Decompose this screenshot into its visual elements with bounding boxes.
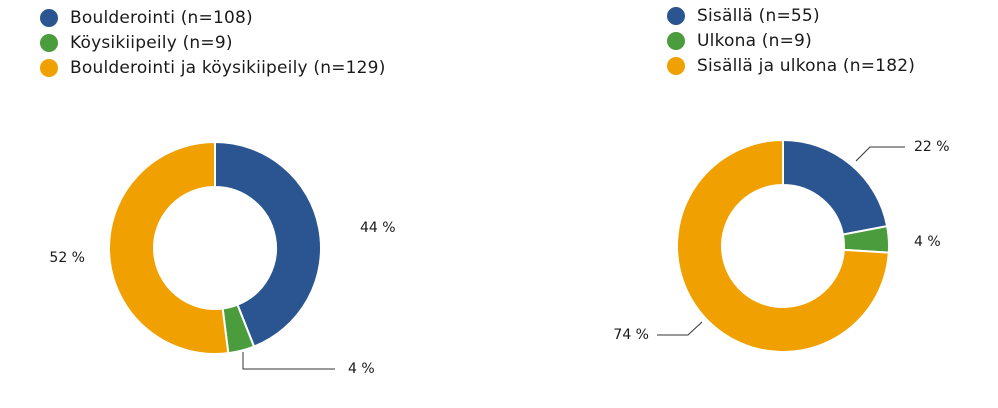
legend-swatch-blue <box>40 8 58 27</box>
legend-label: Boulderointi ja köysikiipeily (n=129) <box>70 57 386 78</box>
donut-slice <box>214 140 322 348</box>
legend-label: Ulkona (n=9) <box>697 30 812 51</box>
legend-label: Sisällä ja ulkona (n=182) <box>697 55 916 76</box>
legend-swatch-orange <box>40 58 58 77</box>
donut-slice <box>676 138 890 353</box>
legend-label: Sisällä (n=55) <box>697 5 820 26</box>
legend-label: Köysikiipeily (n=9) <box>70 32 233 53</box>
slice-percentage-label: 22 % <box>914 139 950 155</box>
legend-item: Boulderointi ja köysikiipeily (n=129) <box>40 55 386 80</box>
slice-percentage-label: 44 % <box>360 220 396 236</box>
leader-line <box>855 146 905 162</box>
donut-chart-2: 22 % 4 % 74 % <box>613 138 950 353</box>
leader-line <box>657 321 703 336</box>
donut-slice <box>108 140 230 355</box>
legend-item: Köysikiipeily (n=9) <box>40 30 386 55</box>
leader-line <box>242 352 335 370</box>
legend-item: Sisällä (n=55) <box>667 3 915 28</box>
legend-label: Boulderointi (n=108) <box>70 7 253 28</box>
legend-swatch-orange <box>667 56 685 75</box>
donut-chart-1: 44 % 4 % 52 % <box>49 140 396 377</box>
legend-item: Sisällä ja ulkona (n=182) <box>667 53 915 78</box>
legend-chart-2: Sisällä (n=55) Ulkona (n=9) Sisällä ja u… <box>667 3 915 78</box>
slice-percentage-label: 74 % <box>613 327 649 343</box>
legend-swatch-green <box>667 31 685 50</box>
slice-percentage-label: 4 % <box>348 361 375 377</box>
legend-chart-1: Boulderointi (n=108) Köysikiipeily (n=9)… <box>40 5 386 80</box>
slice-percentage-label: 4 % <box>914 234 941 250</box>
donut-slice <box>782 138 889 236</box>
legend-swatch-blue <box>667 6 685 25</box>
legend-item: Boulderointi (n=108) <box>40 5 386 30</box>
legend-item: Ulkona (n=9) <box>667 28 915 53</box>
slice-percentage-label: 52 % <box>49 250 85 266</box>
legend-swatch-green <box>40 33 58 52</box>
